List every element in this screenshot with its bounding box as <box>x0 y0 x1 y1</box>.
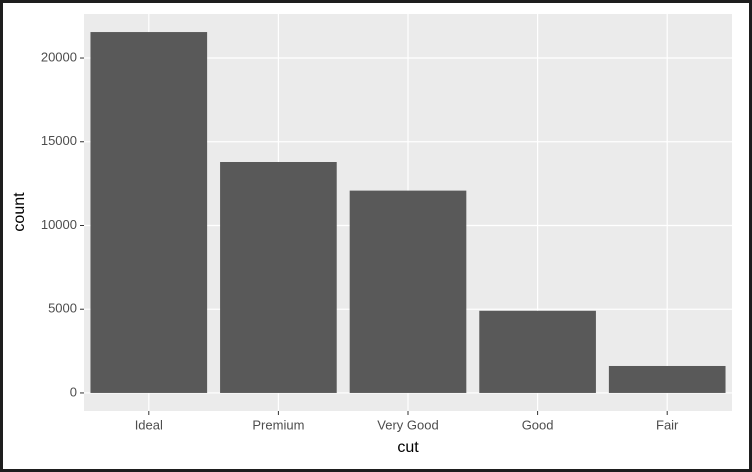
x-tick-label: Fair <box>656 417 679 432</box>
y-tick-label: 20000 <box>41 49 77 64</box>
y-tick-label: 5000 <box>48 301 77 316</box>
x-tick-label: Premium <box>252 417 304 432</box>
x-tick-label: Ideal <box>135 417 163 432</box>
x-tick-label: Good <box>522 417 554 432</box>
bar <box>220 162 337 393</box>
bar <box>608 365 726 393</box>
y-axis-title: count <box>11 192 28 232</box>
y-tick-label: 10000 <box>41 217 77 232</box>
bar <box>479 310 596 393</box>
x-tick-label: Very Good <box>377 417 438 432</box>
bar <box>90 32 208 393</box>
x-axis-title: cut <box>397 439 419 456</box>
y-tick-label: 15000 <box>41 133 77 148</box>
bar <box>349 190 467 393</box>
y-tick-label: 0 <box>70 384 77 399</box>
